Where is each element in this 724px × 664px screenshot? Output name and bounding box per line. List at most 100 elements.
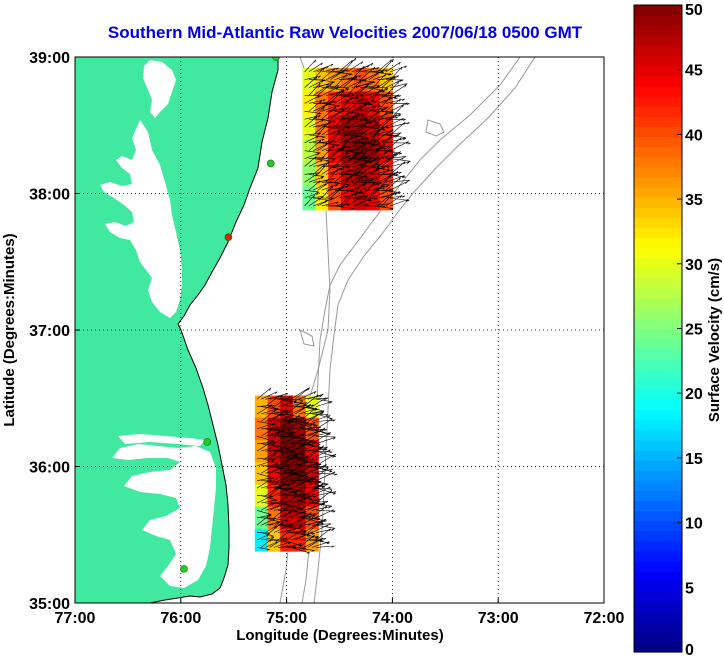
velocity-vector: [381, 191, 395, 207]
colorbar-tick-label: 40: [685, 127, 703, 144]
velocity-vector: [269, 521, 284, 533]
velocity-vector: [304, 194, 315, 207]
velocity-vector: [278, 398, 298, 404]
velocity-vector: [330, 145, 346, 159]
velocity-vector: [282, 508, 304, 511]
colorbar-step: [634, 15, 682, 26]
velocity-vector: [385, 79, 404, 82]
velocity-field: [254, 67, 393, 552]
velocity-vector: [273, 524, 291, 533]
velocity-vector: [373, 169, 394, 175]
velocity-vector: [385, 79, 402, 88]
velocity-vector: [307, 483, 328, 489]
velocity-vector: [261, 537, 275, 541]
velocity-vector: [317, 160, 335, 167]
colorbar-step: [634, 601, 682, 613]
radar-stations: [180, 57, 280, 573]
velocity-vector: [311, 524, 329, 533]
colorbar-step: [634, 409, 682, 421]
velocity-vector: [286, 400, 303, 415]
velocity-vector: [372, 111, 393, 120]
velocity-vector: [317, 63, 334, 73]
velocity-vector: [347, 98, 368, 104]
velocity-vector: [286, 402, 307, 407]
velocity-vector: [311, 541, 330, 548]
velocity-vector: [282, 451, 304, 459]
velocity-vector: [385, 98, 405, 104]
colorbar-step: [634, 217, 682, 229]
velocity-vector: [261, 409, 276, 422]
colorbar-label: Surface Velocity (cm/s): [706, 258, 723, 422]
velocity-vector: [269, 446, 291, 452]
velocity-vector: [338, 59, 353, 73]
colorbar-step: [634, 439, 682, 451]
velocity-vector: [334, 111, 354, 120]
velocity-vector: [299, 499, 318, 511]
velocity-vector: [282, 416, 305, 422]
velocity-vector: [390, 65, 407, 73]
velocity-vector: [330, 107, 348, 120]
velocity-vector: [299, 534, 315, 548]
velocity-vector: [261, 502, 274, 511]
velocity-vector: [372, 73, 386, 88]
velocity-vector: [355, 158, 371, 175]
velocity-vector: [347, 174, 368, 183]
velocity-vector: [334, 169, 350, 183]
velocity-vector: [261, 482, 277, 489]
velocity-vector: [294, 403, 312, 415]
velocity-vector: [311, 432, 330, 444]
velocity-vector: [321, 144, 339, 151]
velocity-vector: [347, 156, 367, 167]
station-marker: [203, 438, 212, 446]
velocity-vector: [372, 150, 388, 167]
x-tick-label: 75:00: [266, 610, 307, 627]
colorbar-step: [634, 75, 682, 87]
station-marker: [266, 159, 275, 168]
colorbar-tick-label: 25: [685, 322, 703, 339]
velocity-vector: [312, 106, 325, 120]
velocity-vector: [316, 524, 336, 530]
velocity-vector: [377, 96, 392, 112]
colorbar-step: [634, 318, 682, 330]
colorbar-step: [634, 561, 682, 572]
velocity-vector: [360, 182, 381, 191]
colorbar-step: [634, 459, 682, 471]
velocity-vector: [334, 74, 348, 88]
velocity-vector: [269, 445, 287, 459]
velocity-vector: [307, 393, 324, 400]
velocity-vector: [368, 88, 389, 96]
station-marker: [224, 233, 233, 241]
velocity-vector: [282, 539, 302, 547]
y-tick-label: 36:00: [29, 460, 70, 477]
velocity-vector: [390, 179, 411, 183]
map-layers: [75, 57, 604, 603]
velocity-vector: [295, 458, 317, 467]
colorbar-step: [634, 368, 682, 380]
velocity-vector: [377, 134, 393, 151]
velocity-vector: [282, 487, 304, 493]
velocity-vector: [282, 506, 301, 519]
velocity-cell: [315, 138, 329, 164]
chesapeake-bay: [100, 120, 182, 318]
velocity-vector: [342, 190, 358, 207]
velocity-vector: [347, 80, 362, 96]
colorbar-step: [634, 288, 682, 299]
velocity-vector: [273, 432, 292, 444]
x-axis-ticks: 77:00 76:00 75:00 74:00 73:00 72:00: [55, 598, 625, 627]
velocity-vector: [351, 103, 367, 120]
velocity-vector: [273, 505, 289, 519]
velocity-vector: [282, 434, 303, 444]
albemarle-sound: [118, 434, 205, 446]
velocity-vector: [308, 99, 326, 104]
velocity-vector: [307, 518, 327, 526]
velocity-vector: [311, 506, 331, 511]
colorbar-step: [634, 45, 682, 57]
velocity-vector: [313, 158, 329, 162]
velocity-vector: [273, 469, 294, 474]
velocity-vector: [360, 85, 380, 96]
velocity-vector: [295, 547, 315, 552]
velocity-vector: [273, 467, 290, 481]
colorbar-step: [634, 338, 682, 350]
velocity-vector: [377, 95, 398, 100]
colorbar-step: [634, 389, 682, 400]
